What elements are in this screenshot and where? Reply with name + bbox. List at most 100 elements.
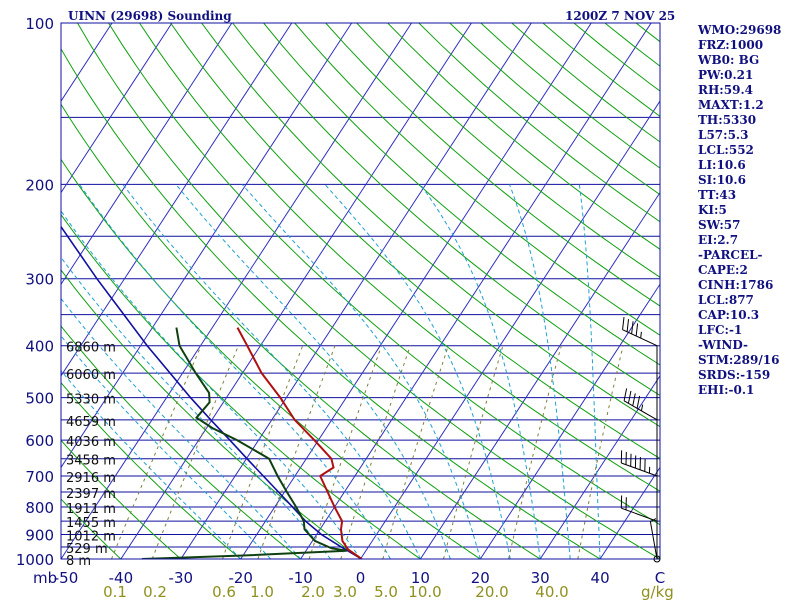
height-label: 8 m bbox=[66, 554, 91, 569]
barb-staff bbox=[621, 462, 658, 477]
index-line: MAXT:1.2 bbox=[698, 98, 764, 112]
calm-circle bbox=[653, 555, 661, 563]
plot-frame bbox=[60, 22, 661, 560]
barb-staff bbox=[622, 329, 658, 347]
index-line: L57:5.3 bbox=[698, 128, 749, 142]
dry-adiabat bbox=[61, 498, 122, 559]
mixing-ratio-tick-label: 10.0 bbox=[408, 583, 441, 600]
height-label: 6060 m bbox=[66, 368, 116, 383]
temperature-tick-label: 20 bbox=[471, 569, 490, 587]
dry-adiabat bbox=[232, 23, 660, 396]
isotherm bbox=[61, 23, 233, 286]
pressure-tick-label: 300 bbox=[25, 271, 54, 289]
temperature-tick-label: 40 bbox=[591, 569, 610, 587]
index-line: CAPE:2 bbox=[698, 263, 748, 277]
wind-barb bbox=[620, 495, 658, 522]
dry-adiabat bbox=[201, 23, 660, 428]
barb-half-flag bbox=[640, 331, 642, 339]
dry-adiabat bbox=[356, 23, 660, 278]
isotherm bbox=[539, 374, 660, 559]
index-line: KI:5 bbox=[698, 203, 727, 217]
barb-flag bbox=[636, 395, 641, 409]
moist-adiabat bbox=[78, 184, 391, 559]
temperature-tick-label: -50 bbox=[54, 569, 79, 587]
index-line: -PARCEL- bbox=[698, 248, 763, 262]
dry-adiabat bbox=[77, 23, 660, 559]
barb-flag bbox=[622, 317, 625, 330]
wind-barb bbox=[622, 317, 658, 347]
temperature-trace bbox=[236, 327, 363, 559]
dry-adiabat bbox=[61, 213, 422, 559]
mixing-ratio-tick-label: 0.2 bbox=[143, 583, 167, 600]
moist-adiabat bbox=[324, 184, 511, 559]
pressure-tick-label: 100 bbox=[25, 15, 54, 33]
index-line: PW:0.21 bbox=[698, 68, 754, 82]
barb-staff bbox=[649, 521, 658, 560]
moist-adiabat bbox=[241, 184, 481, 559]
pressure-axis-unit: mb bbox=[33, 569, 57, 587]
index-line: STM:289/16 bbox=[698, 353, 780, 367]
moist-adiabat bbox=[578, 184, 601, 559]
dewpoint-trace bbox=[141, 327, 347, 559]
pressure-tick-label: 1000 bbox=[16, 551, 54, 569]
mixing-ratio-tick-label: 1.0 bbox=[250, 583, 274, 600]
barb-flag bbox=[627, 390, 632, 404]
dry-adiabat bbox=[139, 23, 660, 492]
index-line: WMO:29698 bbox=[698, 23, 782, 37]
barb-staff bbox=[621, 507, 658, 522]
mixing-ratio-tick-label: 3.0 bbox=[333, 583, 357, 600]
pressure-tick-label: 700 bbox=[25, 468, 54, 486]
height-label: 1911 m bbox=[66, 502, 116, 517]
height-label: 2916 m bbox=[66, 471, 116, 486]
dry-adiabat bbox=[170, 23, 660, 460]
isotherm bbox=[419, 191, 660, 559]
barb-staff bbox=[623, 400, 658, 421]
height-label: 6860 m bbox=[66, 341, 116, 356]
index-line: EI:2.7 bbox=[698, 233, 739, 247]
height-label: 4036 m bbox=[66, 435, 116, 450]
isotherm bbox=[61, 23, 173, 194]
temperature-tick-label: 0 bbox=[356, 569, 366, 587]
dry-adiabat bbox=[108, 23, 660, 526]
mixing-ratio-line bbox=[577, 345, 624, 559]
index-line: TT:43 bbox=[698, 188, 737, 202]
dry-adiabat bbox=[61, 269, 362, 559]
isotherm bbox=[479, 283, 660, 559]
grid-lines bbox=[61, 23, 660, 559]
height-label: 1012 m bbox=[66, 529, 116, 544]
mixing-ratio-tick-label: 5.0 bbox=[374, 583, 398, 600]
moist-adiabat bbox=[509, 184, 571, 559]
barb-flag bbox=[626, 319, 630, 332]
index-line: LFC:-1 bbox=[698, 323, 743, 337]
mixing-ratio-tick-label: 0.6 bbox=[212, 583, 236, 600]
isotherm bbox=[61, 23, 353, 469]
temperature-tick-label: -10 bbox=[288, 569, 313, 587]
index-line: CAP:10.3 bbox=[698, 308, 760, 322]
pressure-tick-label: 800 bbox=[25, 499, 54, 517]
index-line: RH:59.4 bbox=[698, 83, 753, 97]
index-line: CINH:1786 bbox=[698, 278, 774, 292]
index-line: LCL:877 bbox=[698, 293, 754, 307]
wind-barbs bbox=[620, 317, 661, 563]
isotherm bbox=[180, 23, 532, 559]
isotherm bbox=[61, 23, 412, 559]
temperature-tick-label: -20 bbox=[228, 569, 253, 587]
barb-flag bbox=[623, 388, 628, 401]
pressure-tick-label: 600 bbox=[25, 432, 54, 450]
index-line: SRDS:-159 bbox=[698, 368, 771, 382]
pressure-tick-label: 900 bbox=[25, 526, 54, 544]
temperature-tick-label: 10 bbox=[411, 569, 430, 587]
index-line: WB0: BG bbox=[698, 53, 760, 67]
isotherm bbox=[120, 23, 472, 559]
indices-panel: WMO:29698 FRZ:1000 WB0: BG PW:0.21 RH:59.4 MA… bbox=[698, 23, 798, 398]
pressure-tick-label: 500 bbox=[25, 390, 54, 408]
barb-flag bbox=[631, 321, 634, 334]
height-label: 5330 m bbox=[66, 393, 116, 408]
mixing-ratio-tick-label: 20.0 bbox=[475, 583, 508, 600]
height-label: 2397 m bbox=[66, 487, 116, 502]
mixing-ratio-line bbox=[308, 345, 382, 559]
temperature-tick-label: -40 bbox=[109, 569, 134, 587]
dry-adiabat bbox=[387, 23, 660, 250]
index-line: FRZ:1000 bbox=[698, 38, 764, 52]
moist-adiabat bbox=[175, 184, 451, 559]
